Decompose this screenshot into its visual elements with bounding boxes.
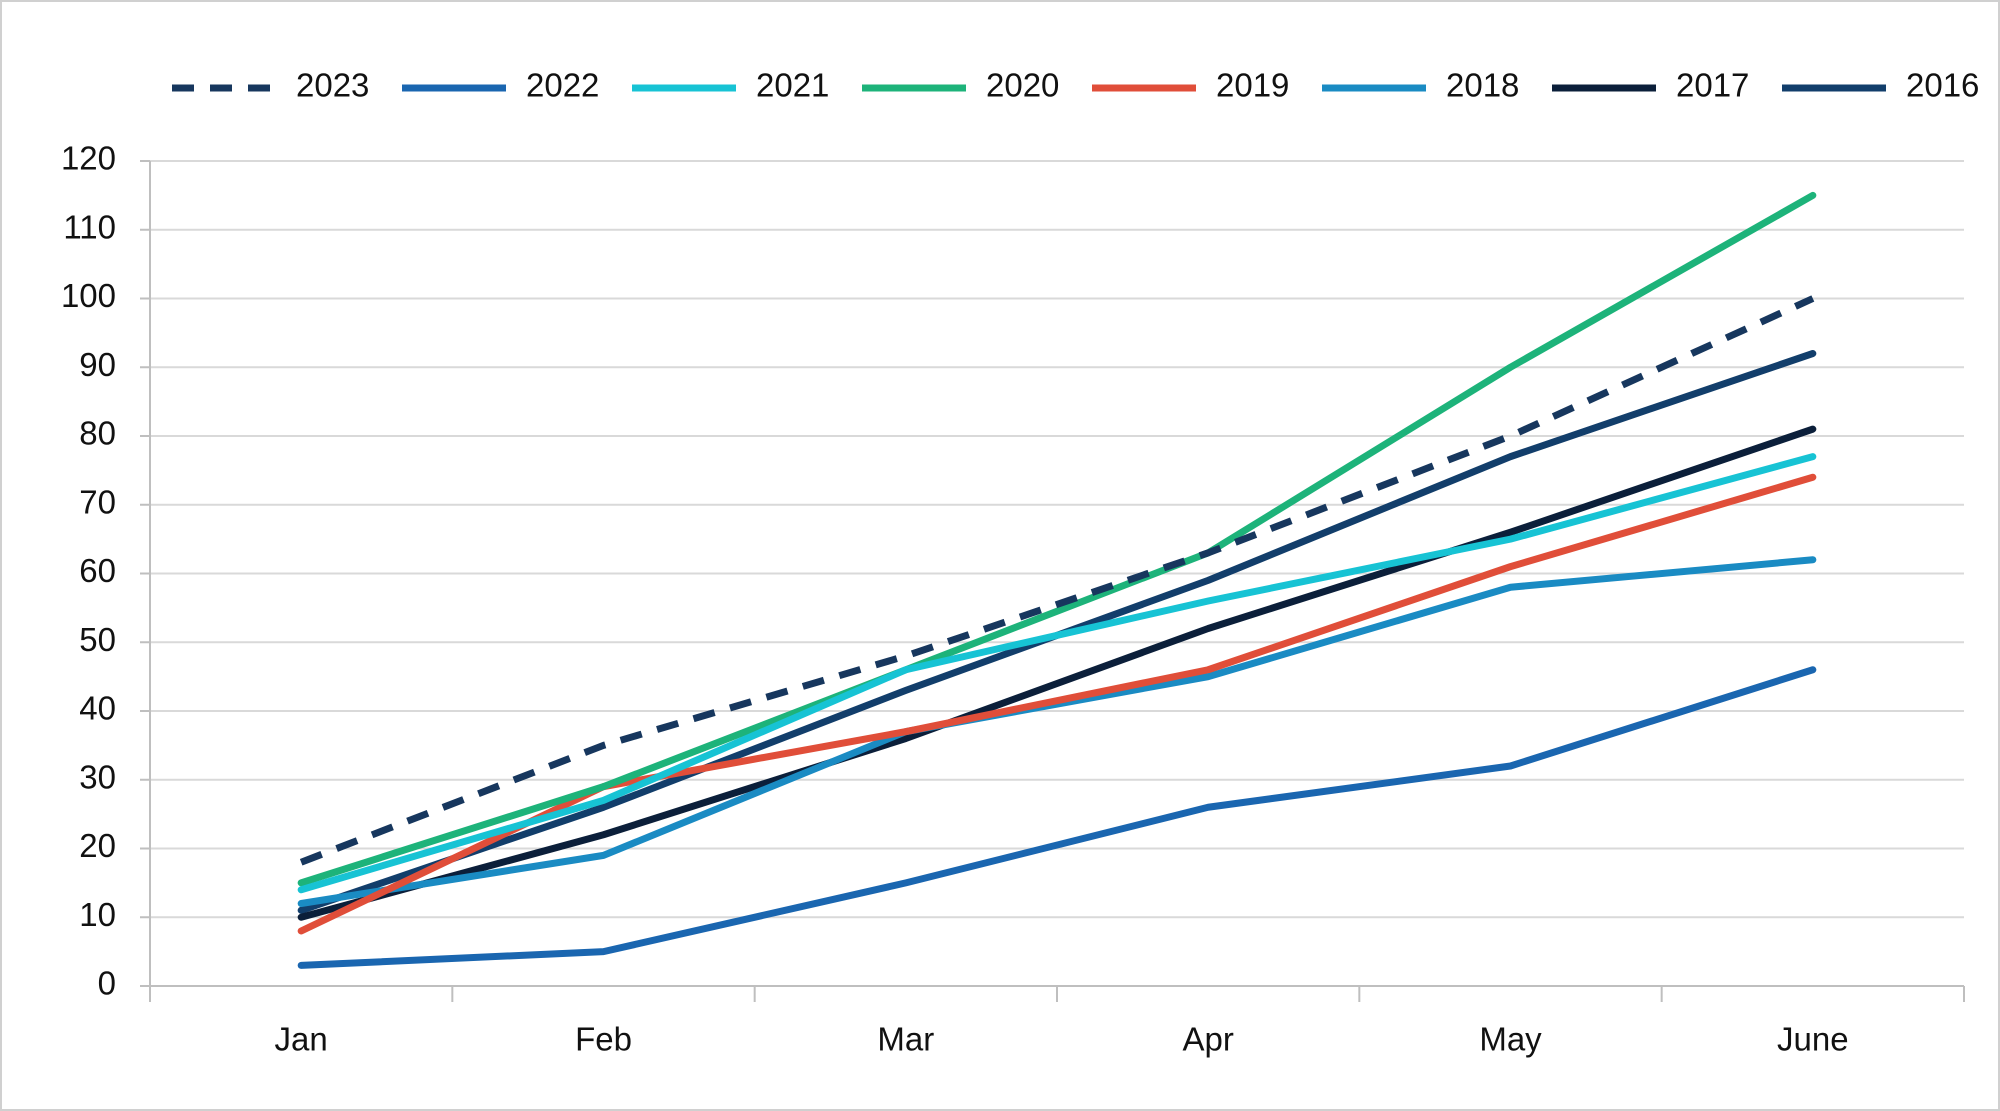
series-line — [297, 453, 1817, 894]
legend-label: 2019 — [1216, 67, 1289, 104]
legend-label: 2016 — [1906, 67, 1979, 104]
y-tick-label: 120 — [61, 140, 116, 177]
x-tick-label: Feb — [575, 1021, 632, 1058]
y-tick-label: 10 — [79, 896, 116, 933]
y-tick-label: 100 — [61, 277, 116, 314]
legend-label: 2023 — [296, 67, 369, 104]
x-tick-label: May — [1479, 1021, 1542, 1058]
y-tick-label: 40 — [79, 690, 116, 727]
series-line — [297, 473, 1817, 935]
legend-label: 2021 — [756, 67, 829, 104]
y-tick-label: 50 — [79, 621, 116, 658]
y-tick-label: 30 — [79, 758, 116, 795]
y-tick-label: 60 — [79, 552, 116, 589]
x-tick-label: June — [1777, 1021, 1849, 1058]
x-tick-label: Mar — [877, 1021, 934, 1058]
legend-label: 2020 — [986, 67, 1059, 104]
y-tick-label: 70 — [79, 483, 116, 520]
legend-label: 2017 — [1676, 67, 1749, 104]
legend-label: 2018 — [1446, 67, 1519, 104]
y-tick-label: 80 — [79, 415, 116, 452]
x-tick-label: Apr — [1182, 1021, 1233, 1058]
legend-label: 2022 — [526, 67, 599, 104]
series-line — [297, 666, 1817, 969]
y-tick-label: 0 — [98, 965, 116, 1002]
series-line — [297, 425, 1817, 921]
x-tick-label: Jan — [275, 1021, 328, 1058]
series-line — [297, 191, 1817, 887]
series-line — [299, 295, 1815, 866]
y-tick-label: 110 — [63, 208, 116, 245]
y-tick-label: 20 — [79, 827, 116, 864]
y-tick-label: 90 — [79, 346, 116, 383]
